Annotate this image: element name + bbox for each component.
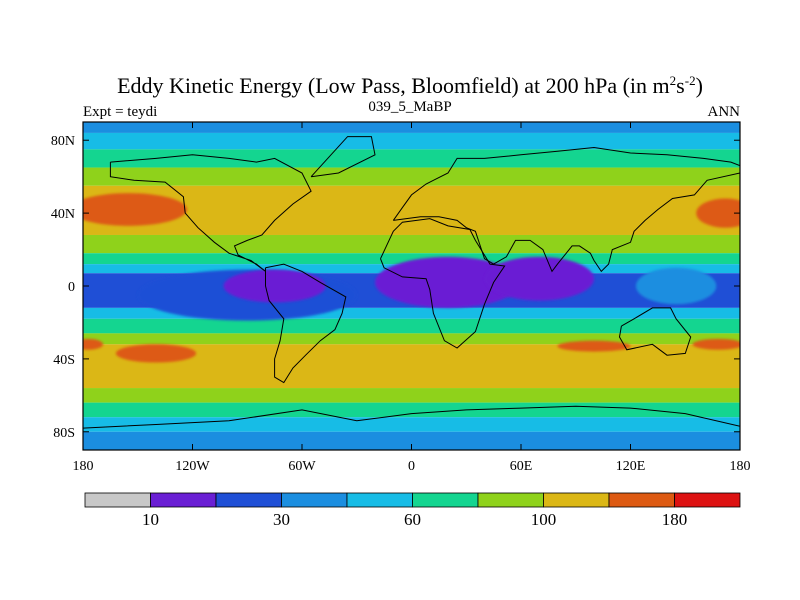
contour-blobs [83,193,740,363]
contour-blob-3 [83,338,104,350]
title-s-exponent: -2 [685,73,696,88]
coastlines [83,136,740,450]
colorbar-box-0 [84,492,151,508]
colorbar-box-8 [608,492,675,508]
colorbar-box-4 [346,492,413,508]
y-tick-label-4: 80S [53,426,75,441]
contour-band-11 [83,333,740,345]
map-area [83,122,740,450]
contour-band-5 [83,234,740,254]
colorbar-box-1 [150,492,217,508]
contour-blob-1 [696,198,740,228]
x-tick-label-3: 0 [408,459,415,474]
contour-band-13 [83,388,740,403]
chart-title-main: Eddy Kinetic Energy (Low Pass, Bloomfiel… [117,73,670,98]
y-tick-label-2: 0 [68,280,75,295]
colorbar-label-0: 10 [142,510,159,529]
colorbar-box-2 [215,492,282,508]
coastline-6 [83,405,740,450]
x-tick-label-4: 60E [510,459,533,474]
contour-blob-2 [115,344,197,363]
coastline-0 [109,154,312,272]
y-axis: 80N 40N 0 40S 80S [51,134,740,441]
colorbar-box-7 [543,492,610,508]
coastline-5 [618,307,692,356]
contour-band-16 [83,431,740,450]
colorbar-label-3: 100 [531,510,557,529]
title-close-paren: ) [696,73,703,98]
contour-band-10 [83,318,740,334]
contour-band-9 [83,307,740,319]
title-m-exponent: 2 [670,73,677,88]
contour-blob-8 [484,256,594,301]
contour-blob-7 [375,256,521,308]
contour-band-15 [83,417,740,432]
coastline-1 [265,263,347,384]
y-tick-label-1: 40N [51,207,75,222]
contour-band-2 [83,149,740,168]
colorbar-label-2: 60 [404,510,421,529]
colorbar-label-1: 30 [273,510,290,529]
subtitle-center: 039_5_MaBP [368,99,451,115]
x-axis: 180 120W 60W 0 60E 120E 180 [73,122,751,474]
subtitle-left: Expt = teydi [83,104,157,120]
x-tick-label-1: 120W [175,459,210,474]
x-tick-label-5: 120E [616,459,646,474]
colorbar-box-6 [477,492,544,508]
coastline-4 [380,218,506,349]
x-tick-label-2: 60W [288,459,316,474]
contour-band-6 [83,253,740,265]
contour-band-3 [83,167,740,186]
coastline-3 [392,146,740,273]
y-tick-label-0: 80N [51,134,75,149]
colorbar-box-3 [281,492,348,508]
subtitle-right: ANN [708,104,741,120]
colorbar-box-5 [412,492,479,508]
x-tick-label-0: 180 [73,459,94,474]
contour-band-4 [83,185,740,235]
coastline-2 [310,136,376,178]
chart-title: Eddy Kinetic Energy (Low Pass, Bloomfiel… [117,73,703,98]
contour-blob-4 [557,340,631,352]
contour-blob-10 [635,267,717,305]
contour-blob-9 [223,269,326,303]
y-tick-label-3: 40S [53,353,75,368]
contour-band-1 [83,132,740,150]
contour-blob-0 [83,193,188,226]
contour-band-14 [83,402,740,418]
contour-blob-5 [692,338,740,350]
colorbar-box-9 [674,492,741,508]
x-tick-label-6: 180 [730,459,751,474]
colorbar: 10 30 60 100 180 [84,492,741,529]
title-s-unit: s [676,73,685,98]
colorbar-label-4: 180 [662,510,688,529]
